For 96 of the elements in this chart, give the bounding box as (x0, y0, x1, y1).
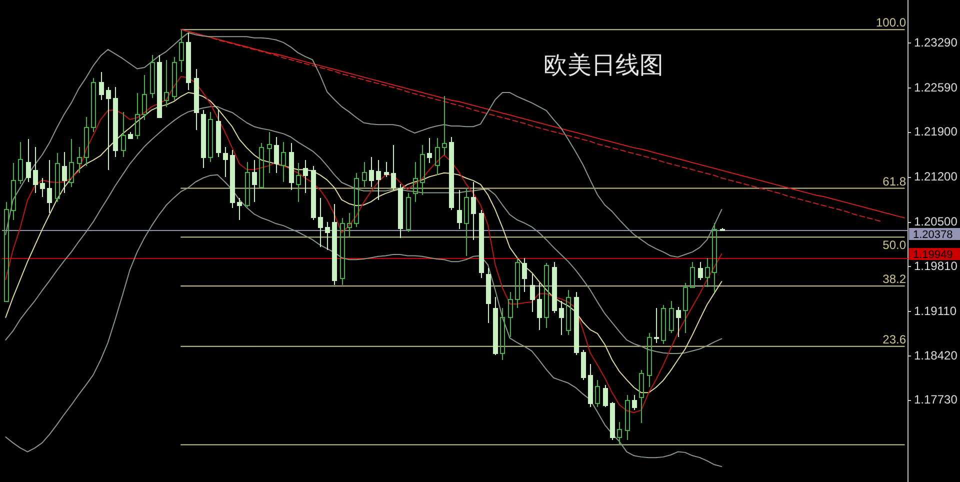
candlestick (40, 178, 45, 198)
y-tick-label: 1.22590 (914, 80, 958, 94)
candlestick (712, 222, 717, 292)
candlestick (33, 146, 38, 194)
y-tick-label: 1.21900 (914, 124, 958, 139)
candlestick (595, 380, 600, 408)
candlestick (267, 132, 272, 174)
candlestick (11, 162, 16, 220)
y-tick-label: 1.21200 (914, 170, 958, 184)
candlestick (398, 184, 403, 238)
candlestick (639, 370, 644, 424)
candlestick (500, 308, 505, 360)
candlestick (559, 300, 564, 336)
candlestick (486, 268, 491, 324)
candlestick (384, 162, 389, 178)
candlestick (245, 162, 250, 208)
candlestick (121, 112, 126, 158)
candlestick (544, 262, 549, 328)
candlestick (150, 54, 155, 98)
series-label: 23.6 (882, 332, 906, 346)
candlestick (216, 110, 221, 158)
candlestick (274, 136, 279, 174)
candlestick (705, 258, 710, 288)
candlestick (369, 156, 374, 188)
candlestick (442, 96, 447, 156)
candlestick (208, 112, 213, 162)
candlestick (647, 332, 652, 388)
candlestick (515, 258, 520, 308)
candlestick (201, 110, 206, 168)
candlestick (530, 274, 535, 312)
candlestick (427, 138, 432, 164)
candlestick (106, 86, 111, 170)
candlestick (347, 212, 352, 238)
candlestick (420, 144, 425, 196)
series-label: 38.2 (882, 272, 906, 286)
candlestick (194, 68, 199, 130)
candlestick (164, 60, 169, 108)
series-label: 50.0 (882, 238, 906, 252)
candlestick (84, 116, 89, 166)
candlestick (457, 190, 462, 230)
candlestick (588, 364, 593, 408)
candlestick (362, 162, 367, 188)
y-tick-label: 1.17730 (914, 392, 958, 407)
candlestick (47, 160, 52, 214)
candlestick (99, 72, 104, 100)
candlestick (325, 222, 330, 250)
candlestick (4, 202, 9, 302)
candlestick (55, 152, 60, 202)
series-label: 100.0 (876, 16, 906, 30)
y-tick-label: 1.19110 (914, 304, 957, 318)
candlestick (464, 188, 469, 256)
candlestick (186, 32, 191, 90)
candlestick (566, 290, 571, 336)
candlestick (435, 138, 440, 176)
candlestick (237, 198, 242, 220)
candlestick (508, 292, 513, 338)
candlestick (26, 138, 31, 182)
candlestick (62, 152, 67, 194)
candlestick (18, 142, 23, 184)
candlestick (683, 282, 688, 334)
candlestick (77, 146, 82, 174)
candlestick (537, 282, 542, 330)
candlestick (135, 92, 140, 140)
candlestick (471, 182, 476, 240)
candlestick (413, 162, 418, 202)
candlestick (340, 218, 345, 286)
candlestick (669, 300, 674, 334)
candlestick (493, 296, 498, 356)
y-tick-label: 1.19810 (914, 259, 958, 274)
candlestick (376, 160, 381, 200)
candlestick (296, 162, 301, 202)
y-tick-label: 1.23290 (914, 35, 958, 50)
candlestick (281, 142, 286, 182)
candlestick (522, 258, 527, 292)
candlestick (142, 74, 147, 120)
series-label: 61.8 (882, 174, 906, 188)
y-tick-label: 1.18420 (914, 348, 958, 362)
y-tick-label: 1.20500 (914, 214, 958, 229)
candlestick (391, 144, 396, 190)
ref-line-label: 1.19949 (913, 249, 953, 261)
candlestick (332, 204, 337, 286)
ref-line-label: 1.20378 (913, 229, 953, 241)
text: 欧美日线图 (544, 52, 664, 79)
candlestick (617, 422, 622, 446)
candlestick (69, 138, 74, 188)
candlestick (113, 86, 118, 158)
candlestick (252, 160, 257, 202)
candlestick (654, 308, 659, 344)
candlestick (223, 146, 228, 178)
candlestick (289, 142, 294, 190)
candlestick (625, 394, 630, 440)
candlestick (318, 198, 323, 248)
candlestick (179, 30, 184, 72)
candlestick (303, 160, 308, 194)
candlestick (230, 150, 235, 208)
candlestick (676, 306, 681, 338)
